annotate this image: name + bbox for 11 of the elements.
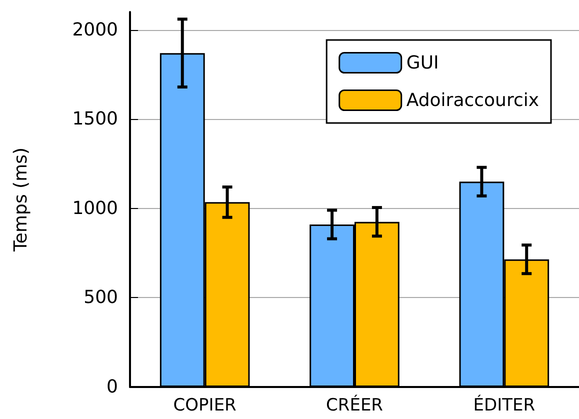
x-tick-label: COPIER [173,396,237,416]
y-tick-label: 2000 [72,19,118,40]
legend-label: Adoiraccourcix [406,90,540,111]
y-tick-label: 0 [106,376,118,398]
y-axis-title: Temps (ms) [10,147,32,253]
x-tick-label: ÉDITER [473,394,536,416]
y-tick-label: 500 [84,287,118,308]
x-tick-label: CRÉER [326,394,384,416]
legend-label: GUI [406,52,439,74]
y-tick-label: 1000 [72,198,118,219]
y-tick-label: 1500 [72,108,118,130]
